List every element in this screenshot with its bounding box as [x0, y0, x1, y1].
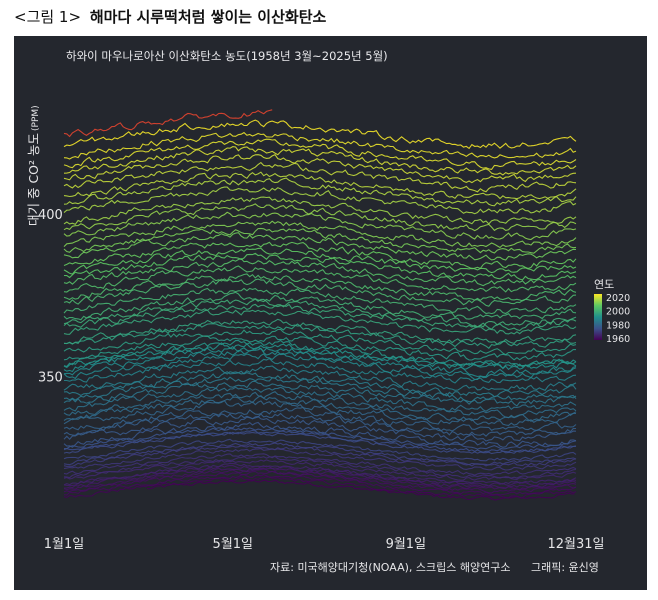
legend-colorbar: [594, 294, 602, 340]
year-line-1970: [63, 445, 577, 467]
legend-tick-label: 1980: [606, 320, 630, 331]
year-line-1978: [63, 412, 577, 437]
year-line-2025: [63, 109, 273, 138]
year-line-1966: [63, 459, 577, 481]
y-tick-label: 350: [38, 371, 63, 386]
year-line-1984: [63, 380, 577, 407]
year-line-1968: [63, 453, 577, 476]
year-line-1983: [63, 386, 577, 412]
y-axis-label-text: 대기 중 CO² 농도: [26, 133, 41, 226]
year-line-1993: [63, 339, 577, 368]
year-line-2005: [63, 265, 577, 293]
year-line-1979: [63, 406, 577, 432]
year-line-2010: [63, 232, 577, 261]
x-tick-label: 12월31일: [547, 537, 604, 552]
year-line-1961: [63, 470, 577, 494]
year-line-1958: [146, 479, 575, 501]
year-line-1997: [63, 318, 577, 345]
year-line-1971: [63, 442, 577, 466]
y-axis-label: 대기 중 CO² 농도 (PPM): [26, 105, 41, 226]
series-lines: [63, 109, 577, 501]
year-line-2018: [63, 171, 577, 200]
co2-chart: 하와이 마우나로아산 이산화탄소 농도(1958년 3월~2025년 5월) 대…: [26, 49, 630, 574]
source-note: 자료: 미국해양대기청(NOAA), 스크립스 해양연구소: [270, 560, 510, 574]
year-line-1995: [63, 328, 577, 356]
year-line-2011: [63, 227, 577, 254]
year-line-1980: [63, 399, 576, 426]
year-line-1960: [63, 474, 577, 496]
year-line-2015: [63, 196, 577, 225]
year-line-2000: [63, 298, 577, 328]
year-line-1975: [64, 427, 577, 450]
year-line-1988: [64, 357, 577, 384]
year-line-1965: [63, 462, 577, 486]
year-line-2002: [63, 287, 577, 315]
year-line-2009: [63, 241, 577, 270]
year-line-1986: [63, 370, 577, 398]
year-line-1982: [63, 391, 577, 419]
year-line-1998: [63, 309, 577, 335]
figure-title: 해마다 시루떡처럼 쌓이는 이산화탄소: [89, 8, 327, 26]
year-line-2023: [63, 131, 577, 160]
year-line-2007: [63, 252, 577, 281]
figure-caption: <그림 1> 해마다 시루떡처럼 쌓이는 이산화탄소: [14, 6, 326, 27]
legend-tick-label: 1960: [606, 334, 630, 345]
year-line-1990: [63, 347, 577, 378]
year-line-2012: [63, 220, 577, 249]
year-line-1994: [63, 335, 576, 361]
year-line-1963: [63, 467, 577, 489]
legend-tick-label: 2000: [606, 307, 630, 318]
year-line-2019: [63, 161, 577, 193]
year-line-2024: [63, 119, 577, 150]
x-tick-label: 1월1일: [44, 537, 84, 552]
year-line-2006: [63, 257, 577, 287]
legend-ticks: 2020 2000 1980 1960: [606, 293, 630, 345]
year-line-2022: [63, 138, 577, 171]
y-axis-label-unit: (PPM): [31, 105, 41, 131]
year-line-1981: [63, 395, 577, 422]
y-ticks: 350 400: [38, 208, 63, 386]
year-line-1976: [63, 421, 577, 448]
year-line-2020: [63, 154, 577, 184]
graphic-credit: 그래픽: 윤신영: [531, 561, 599, 574]
year-line-2013: [63, 211, 577, 241]
year-line-2004: [63, 273, 577, 302]
color-legend: 연도 2020 2000 1980 1960: [594, 278, 630, 345]
year-line-2003: [63, 278, 577, 307]
year-line-1969: [63, 448, 577, 471]
chart-subtitle: 하와이 마우나로아산 이산화탄소 농도(1958년 3월~2025년 5월): [66, 49, 388, 63]
figure-number: <그림 1>: [14, 8, 82, 26]
year-line-1992: [63, 342, 577, 369]
year-line-2021: [63, 146, 577, 176]
x-tick-label: 5월1일: [213, 537, 253, 552]
year-line-1987: [63, 365, 577, 391]
year-line-2008: [63, 247, 577, 275]
y-tick-label: 400: [38, 208, 63, 223]
year-line-1999: [63, 303, 577, 332]
year-line-1977: [63, 415, 577, 442]
legend-tick-label: 2020: [606, 293, 630, 304]
legend-title: 연도: [594, 278, 614, 291]
year-line-1996: [63, 323, 577, 349]
chart-panel: 하와이 마우나로아산 이산화탄소 농도(1958년 3월~2025년 5월) 대…: [14, 36, 647, 590]
x-tick-label: 9월1일: [386, 537, 426, 552]
year-line-2014: [63, 203, 577, 232]
year-line-1974: [63, 429, 577, 453]
year-line-1972: [63, 438, 577, 462]
year-line-2017: [63, 177, 577, 207]
x-ticks: 1월1일 5월1일 9월1일 12월31일: [44, 537, 605, 552]
year-line-2001: [63, 291, 577, 321]
year-line-1967: [63, 455, 577, 479]
year-line-2016: [63, 186, 577, 215]
